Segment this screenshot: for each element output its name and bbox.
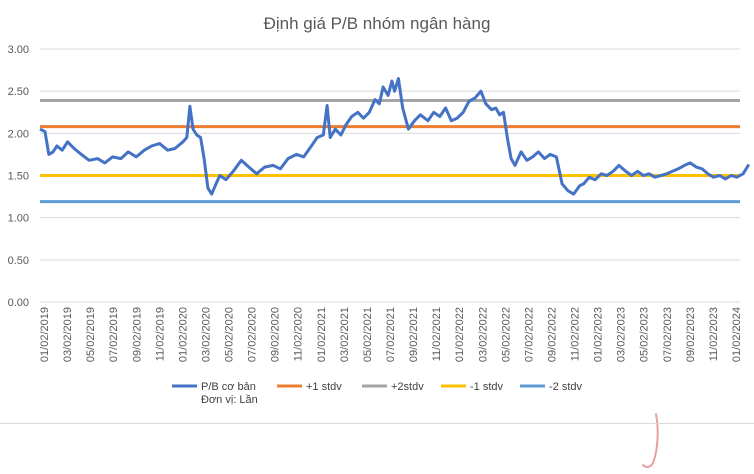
legend-label: -2 stdv bbox=[549, 381, 583, 393]
x-tick-label: 01/02/2024 bbox=[731, 307, 743, 362]
x-tick-label: 09/02/2022 bbox=[546, 307, 558, 362]
x-axis-ticks: 01/02/2019 03/02/2019 05/02/2019 07/02/2019… bbox=[39, 307, 743, 362]
legend-unit-label: Đơn vị: Lần bbox=[201, 394, 258, 406]
x-tick-label: 05/02/2019 bbox=[85, 307, 97, 362]
y-tick-label: 2.50 bbox=[8, 86, 29, 98]
y-tick-label: 1.50 bbox=[8, 171, 29, 183]
x-tick-label: 01/02/2020 bbox=[177, 307, 189, 362]
y-tick-label: 1.00 bbox=[8, 213, 29, 225]
x-tick-label: 09/02/2019 bbox=[131, 307, 143, 362]
x-tick-label: 03/02/2019 bbox=[62, 307, 74, 362]
y-tick-label: 2.00 bbox=[8, 128, 29, 140]
x-tick-label: 03/02/2023 bbox=[616, 307, 628, 362]
x-tick-label: 07/02/2023 bbox=[662, 307, 674, 362]
x-tick-label: 09/02/2020 bbox=[270, 307, 282, 362]
x-tick-label: 09/02/2021 bbox=[408, 307, 420, 362]
x-tick-label: 11/02/2019 bbox=[154, 307, 166, 361]
legend-label: P/B cơ bản bbox=[201, 381, 256, 393]
x-tick-label: 01/02/2023 bbox=[593, 307, 605, 362]
x-tick-label: 07/02/2021 bbox=[385, 307, 397, 362]
x-tick-label: 03/02/2021 bbox=[339, 307, 351, 362]
x-tick-label: 09/02/2023 bbox=[685, 307, 697, 362]
y-tick-label: 0.00 bbox=[8, 297, 29, 309]
y-axis-ticks: 0.00 0.50 1.00 1.50 2.00 2.50 3.00 bbox=[8, 44, 29, 309]
x-tick-label: 03/02/2020 bbox=[200, 307, 212, 362]
x-tick-label: 01/02/2021 bbox=[316, 307, 328, 362]
series-layer bbox=[39, 77, 751, 196]
legend: P/B cơ bản +1 stdv +2stdv -1 stdv -2 stdv Đơn… bbox=[172, 381, 583, 406]
x-tick-label: 11/02/2021 bbox=[431, 307, 443, 361]
x-tick-label: 07/02/2020 bbox=[247, 307, 259, 362]
x-tick-label: 05/02/2023 bbox=[639, 307, 651, 362]
legend-label: +2stdv bbox=[391, 381, 424, 393]
x-tick-label: 07/02/2022 bbox=[523, 307, 535, 362]
stdv-lines bbox=[40, 98, 740, 204]
y-tick-label: 0.50 bbox=[8, 255, 29, 267]
footer-divider bbox=[0, 423, 754, 424]
x-tick-label: 01/02/2019 bbox=[39, 307, 51, 362]
x-tick-label: 05/02/2021 bbox=[362, 307, 374, 362]
legend-label: +1 stdv bbox=[306, 381, 342, 393]
handwritten-mark bbox=[642, 413, 659, 469]
x-tick-label: 11/02/2022 bbox=[570, 307, 582, 361]
pb-series-line bbox=[39, 77, 751, 196]
x-tick-label: 11/02/2023 bbox=[708, 307, 720, 361]
legend-label: -1 stdv bbox=[470, 381, 504, 393]
x-tick-label: 03/02/2022 bbox=[477, 307, 489, 362]
y-tick-label: 3.00 bbox=[8, 44, 29, 56]
x-tick-label: 05/02/2020 bbox=[224, 307, 236, 362]
x-tick-label: 07/02/2019 bbox=[108, 307, 120, 362]
x-tick-label: 11/02/2020 bbox=[293, 307, 305, 361]
chart-title: Định giá P/B nhóm ngân hàng bbox=[264, 14, 491, 33]
x-tick-label: 01/02/2022 bbox=[454, 307, 466, 362]
x-tick-label: 05/02/2022 bbox=[500, 307, 512, 362]
